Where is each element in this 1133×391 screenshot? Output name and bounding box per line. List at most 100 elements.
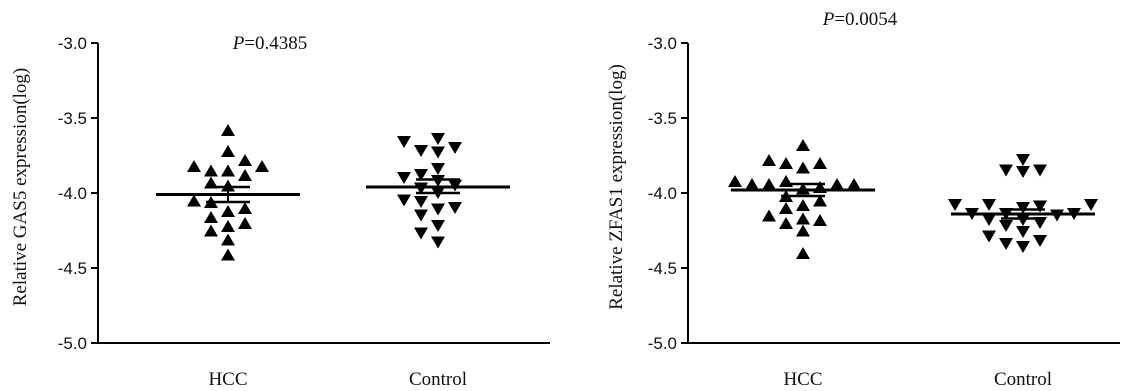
data-point-triangle-down [1033, 235, 1047, 247]
y-tick-label: -5.0 [648, 334, 677, 353]
data-point-triangle-up [221, 164, 235, 177]
p-value-annotation: P=0.0054 [822, 9, 898, 30]
data-point-triangle-up [728, 175, 742, 187]
p-value-annotation: P=0.4385 [232, 33, 308, 54]
data-point-triangle-down [982, 230, 996, 243]
axes: -3.0 -3.5 -4.0 -4.5 -5.0 HCC Control [58, 34, 550, 390]
data-point-triangle-up [238, 202, 252, 214]
data-point-triangle-up [204, 176, 218, 189]
data-point-triangle-up [796, 199, 810, 211]
data-point-triangle-up [238, 154, 252, 166]
y-tick-label: -4.0 [58, 184, 87, 203]
data-point-triangle-down [1016, 154, 1030, 166]
data-point-triangle-down [999, 164, 1013, 177]
data-point-triangle-down [1033, 164, 1047, 177]
data-point-triangle-up [796, 247, 810, 259]
data-point-triangle-up [238, 169, 252, 181]
data-point-triangle-down [414, 209, 428, 222]
data-point-triangle-up [221, 145, 235, 157]
data-point-triangle-up [813, 157, 827, 169]
y-tick-label: -3.5 [648, 109, 677, 128]
x-category-label: HCC [208, 369, 247, 390]
data-point-triangle-down [431, 220, 445, 232]
data-point-triangle-up [187, 194, 201, 207]
data-point-triangle-up [762, 178, 776, 190]
data-point-triangle-down [431, 203, 445, 216]
data-point-triangle-up [204, 224, 218, 237]
data-point-triangle-down [431, 236, 445, 249]
data-point-triangle-up [779, 217, 793, 229]
axes: -3.0 -3.5 -4.0 -4.5 -5.0 HCC Control [648, 34, 1120, 390]
x-category-label: Control [994, 369, 1052, 390]
data-point-triangle-down [448, 142, 462, 154]
data-point-triangle-down [414, 227, 428, 240]
data-point-triangle-down [1016, 241, 1030, 253]
data-point-triangle-up [762, 154, 776, 166]
data-point-triangle-up [221, 233, 235, 246]
data-point-triangle-up [255, 160, 269, 172]
p-value-text: =0.0054 [834, 9, 897, 30]
y-tick-label: -4.5 [58, 259, 87, 278]
x-category-label: HCC [783, 369, 822, 390]
data-point-triangle-down [1016, 214, 1030, 226]
data-point-triangle-down [414, 145, 428, 157]
data-point-triangle-up [762, 209, 776, 222]
data-point-triangle-up [204, 164, 218, 177]
data-points [728, 139, 1098, 259]
chart-panel-zfas1: Relative ZFAS1 expression(log) P=0.0054 … [606, 9, 1120, 390]
data-point-triangle-up [187, 160, 201, 172]
data-point-triangle-up [221, 205, 235, 217]
chart-panel-gas5: Relative GAS5 expression(log) P=0.4385 -… [10, 33, 550, 390]
y-tick-label: -5.0 [58, 334, 87, 353]
data-point-triangle-down [1084, 199, 1098, 211]
data-point-triangle-down [448, 202, 462, 214]
data-point-triangle-up [796, 212, 810, 225]
y-tick-label: -3.0 [58, 34, 87, 53]
y-tick-label: -3.0 [648, 34, 677, 53]
data-point-triangle-down [1033, 200, 1047, 213]
y-axis-label: Relative ZFAS1 expression(log) [606, 64, 627, 310]
data-point-triangle-up [221, 220, 235, 232]
data-point-triangle-up [221, 179, 235, 192]
data-point-triangle-down [999, 220, 1013, 232]
x-category-label: Control [409, 369, 467, 390]
data-point-triangle-down [1016, 202, 1030, 214]
data-point-triangle-up [830, 178, 844, 190]
data-point-triangle-up [796, 139, 810, 151]
y-tick-label: -3.5 [58, 109, 87, 128]
mean-sem-bars [731, 182, 1095, 220]
data-point-triangle-down [1033, 217, 1047, 229]
data-point-triangle-up [813, 194, 827, 207]
data-point-triangle-down [1016, 226, 1030, 238]
data-point-triangle-up [813, 214, 827, 226]
data-point-triangle-up [221, 124, 235, 136]
data-point-triangle-down [397, 172, 411, 184]
p-letter: P [822, 9, 835, 30]
data-point-triangle-down [431, 146, 445, 159]
data-point-triangle-down [982, 214, 996, 226]
y-axis-label: Relative GAS5 expression(log) [10, 68, 31, 307]
data-point-triangle-up [796, 161, 810, 174]
data-point-triangle-down [414, 196, 428, 208]
data-point-triangle-down [999, 238, 1013, 250]
data-point-triangle-up [745, 178, 759, 190]
mean-sem-bars [156, 178, 510, 204]
data-point-triangle-down [431, 133, 445, 145]
p-letter: P [232, 33, 245, 54]
y-tick-label: -4.0 [648, 184, 677, 203]
data-point-triangle-down [1016, 166, 1030, 178]
data-point-triangle-down [948, 199, 962, 211]
data-point-triangle-up [238, 217, 252, 229]
data-point-triangle-down [431, 163, 445, 175]
data-point-triangle-up [204, 211, 218, 223]
data-point-triangle-up [779, 202, 793, 214]
p-value-text: =0.4385 [244, 33, 307, 54]
data-point-triangle-down [982, 199, 996, 211]
data-point-triangle-down [414, 169, 428, 181]
data-point-triangle-down [397, 194, 411, 207]
data-point-triangle-up [779, 157, 793, 169]
data-point-triangle-up [796, 224, 810, 237]
data-point-triangle-up [221, 248, 235, 261]
data-point-triangle-up [847, 178, 861, 190]
